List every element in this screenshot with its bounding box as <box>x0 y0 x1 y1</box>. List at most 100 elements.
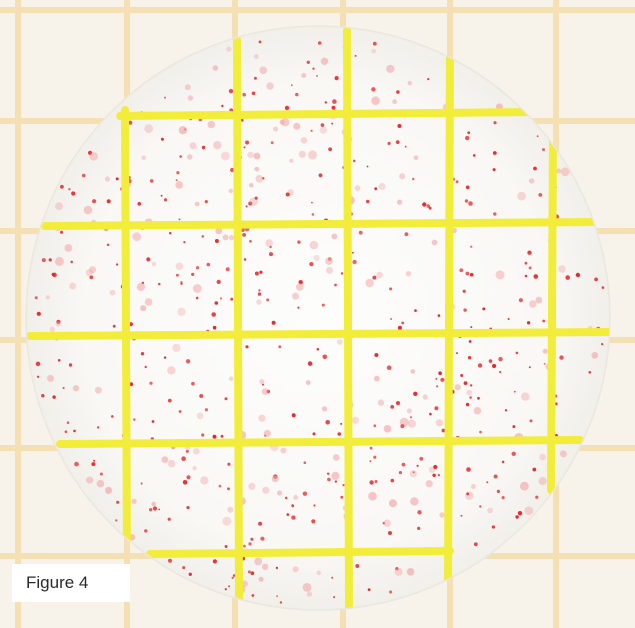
colony-dot <box>241 580 248 587</box>
colony-dot <box>527 250 532 255</box>
colony-dot <box>417 510 422 515</box>
colony-dot <box>395 140 400 145</box>
colony-dot <box>263 429 271 438</box>
colony-dot <box>487 507 493 514</box>
colony-dot <box>526 321 531 325</box>
colony-dot <box>559 355 564 360</box>
colony-dot <box>470 326 473 329</box>
colony-dot <box>175 181 183 189</box>
colony-dot <box>427 78 430 81</box>
colony-dot <box>131 498 137 504</box>
colony-dot <box>227 487 230 491</box>
colony-dot <box>175 273 179 277</box>
colony-dot <box>417 526 421 531</box>
colony-dot <box>144 365 147 369</box>
colony-dot <box>292 292 299 300</box>
colony-dot <box>332 454 340 461</box>
colony-dot <box>601 343 604 346</box>
colony-dot <box>191 272 195 276</box>
colony-dot <box>248 482 256 490</box>
colony-dot <box>428 206 432 210</box>
colony-dot <box>310 129 313 132</box>
colony-dot <box>464 199 469 203</box>
colony-dot <box>399 173 406 180</box>
colony-dot <box>277 490 283 496</box>
colony-dot <box>472 154 476 157</box>
colony-dot <box>284 105 290 111</box>
colony-dot <box>109 289 116 296</box>
colony-dot <box>152 506 158 511</box>
colony-dot <box>257 292 262 296</box>
colony-dot <box>390 478 395 483</box>
colony-dot <box>491 525 495 529</box>
colony-dot <box>49 326 55 332</box>
colony-dot <box>188 572 192 576</box>
colony-dot <box>270 141 274 145</box>
colony-dot <box>426 204 431 208</box>
colony-dot <box>34 296 38 300</box>
colony-dot <box>460 374 464 377</box>
colony-dot <box>324 101 327 104</box>
colony-dot <box>262 486 270 494</box>
colony-dot <box>262 383 264 386</box>
colony-dot <box>389 590 393 594</box>
colony-dot <box>41 394 45 398</box>
colony-dot <box>351 416 360 424</box>
colony-dot <box>539 453 546 461</box>
colony-dot <box>515 351 519 355</box>
colony-dot <box>492 151 497 155</box>
colony-dot <box>265 239 273 248</box>
colony-dot <box>227 506 234 513</box>
colony-dot <box>397 199 403 205</box>
colony-dot <box>72 385 79 392</box>
colony-dot <box>529 300 537 308</box>
colony-dot <box>89 275 94 280</box>
colony-dot <box>398 471 402 475</box>
colony-dot <box>105 486 113 494</box>
colony-dot <box>230 167 235 173</box>
colony-dot <box>64 430 68 434</box>
colony-dot <box>248 542 252 546</box>
colony-dot <box>463 381 468 385</box>
colony-dot <box>222 516 232 526</box>
colony-dot <box>221 104 224 108</box>
colony-dot <box>71 191 76 196</box>
colony-dot <box>297 306 300 309</box>
colony-dot <box>273 126 279 132</box>
colony-dot <box>193 448 200 455</box>
colony-dot <box>542 348 548 354</box>
colony-dot <box>245 205 248 208</box>
colony-dot <box>407 80 412 86</box>
colony-dot <box>554 402 558 406</box>
colony-dot <box>163 198 168 202</box>
colony-dot <box>355 564 360 568</box>
colony-dot <box>189 142 197 150</box>
colony-dot <box>383 425 392 433</box>
colony-dot <box>211 312 216 317</box>
colony-dot <box>317 41 322 45</box>
colony-dot <box>321 406 328 412</box>
colony-dot <box>601 286 605 289</box>
colony-dot <box>213 141 222 150</box>
colony-dot <box>520 481 529 491</box>
colony-dot <box>225 267 230 272</box>
colony-dot <box>215 227 223 235</box>
colony-dot <box>386 64 395 73</box>
colony-dot <box>513 390 516 393</box>
colony-dot <box>70 260 73 264</box>
colony-dot <box>302 583 312 592</box>
colony-dot <box>333 596 336 599</box>
colony-dot <box>309 240 319 250</box>
colony-dot <box>212 65 219 71</box>
colony-dot <box>591 352 599 359</box>
colony-dot <box>293 122 301 130</box>
colony-dot <box>306 60 310 64</box>
colony-dot <box>291 413 296 418</box>
colony-dot <box>342 484 345 487</box>
colony-dot <box>172 343 181 352</box>
colony-dot <box>144 298 153 306</box>
colony-dot <box>460 514 463 517</box>
colony-dot <box>112 324 116 328</box>
colony-dot <box>511 451 516 456</box>
colony-dot <box>410 416 412 419</box>
